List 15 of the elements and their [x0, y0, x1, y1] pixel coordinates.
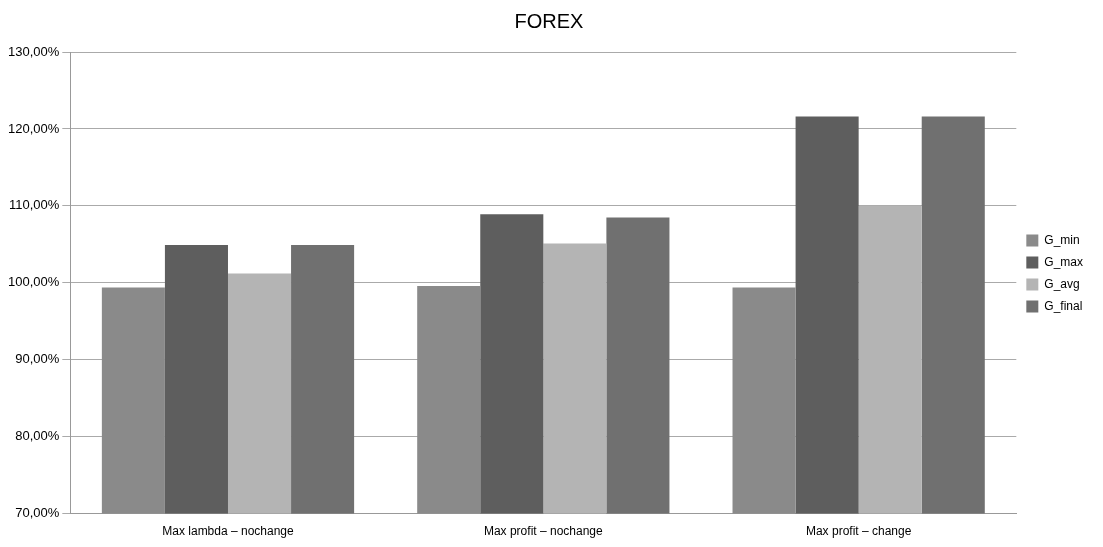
y-tick-label: 70,00% — [15, 505, 60, 521]
legend-label: G_avg — [1044, 276, 1080, 291]
y-tick-label: 80,00% — [15, 428, 60, 444]
y-tick-label: 110,00% — [8, 197, 60, 213]
y-tick-label: 120,00% — [7, 120, 60, 136]
legend-label: G_min — [1044, 232, 1080, 247]
x-tick-label: Max lambda – nochange — [162, 524, 295, 539]
y-tick-label: 100,00% — [7, 274, 60, 290]
y-tick-label: 130,00% — [7, 43, 60, 59]
chart-title: FOREX — [514, 9, 584, 32]
legend-label: G_max — [1044, 254, 1084, 269]
y-tick-label: 90,00% — [15, 351, 60, 367]
x-tick-label: Max profit – change — [805, 524, 912, 539]
x-tick-label: Max profit – nochange — [483, 524, 604, 539]
legend-label: G_final — [1044, 298, 1083, 313]
